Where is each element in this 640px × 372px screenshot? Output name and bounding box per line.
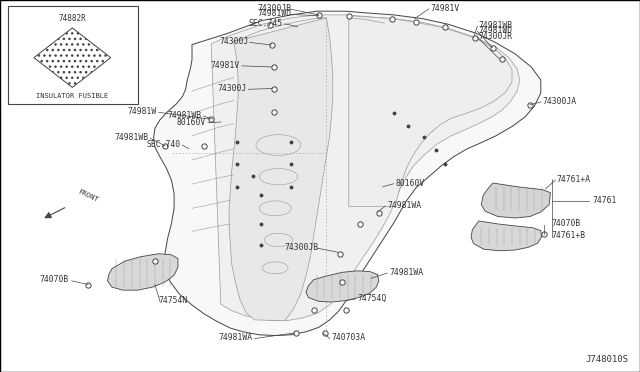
Text: 80160V: 80160V: [396, 179, 425, 187]
Text: 74981WA: 74981WA: [387, 201, 421, 210]
Text: 740703A: 740703A: [332, 333, 365, 342]
Polygon shape: [306, 271, 379, 302]
Polygon shape: [108, 254, 178, 290]
Polygon shape: [154, 11, 541, 336]
Text: 74300JR: 74300JR: [479, 32, 513, 41]
Text: 74761+A: 74761+A: [557, 175, 591, 184]
Text: 74300J: 74300J: [219, 37, 248, 46]
Polygon shape: [229, 18, 333, 321]
Text: 74070B: 74070B: [552, 219, 581, 228]
Text: 74981WA: 74981WA: [389, 268, 423, 277]
Text: SEC.740: SEC.740: [147, 140, 180, 149]
Polygon shape: [349, 16, 512, 206]
Text: 74981WB: 74981WB: [168, 111, 202, 120]
Text: 74981WB: 74981WB: [115, 133, 148, 142]
Text: INSULATOR FUSIBLE: INSULATOR FUSIBLE: [36, 93, 108, 99]
Text: 74882R: 74882R: [58, 14, 86, 23]
Polygon shape: [471, 221, 541, 251]
Text: 74981V: 74981V: [430, 4, 460, 13]
Text: 74300JB: 74300JB: [257, 4, 291, 13]
Polygon shape: [481, 183, 550, 218]
Text: 74300JB: 74300JB: [285, 243, 319, 252]
Text: 74981WD: 74981WD: [479, 26, 513, 35]
Text: 80160V: 80160V: [177, 118, 206, 126]
Text: 74070B: 74070B: [40, 275, 69, 284]
Polygon shape: [34, 28, 111, 87]
Text: SEC.745: SEC.745: [249, 19, 283, 28]
Text: 74300J: 74300J: [217, 84, 246, 93]
Text: 74761: 74761: [592, 196, 616, 205]
Text: J748010S: J748010S: [586, 355, 628, 364]
Text: 74754Q: 74754Q: [357, 294, 387, 303]
Polygon shape: [211, 15, 520, 321]
Bar: [8, 6, 138, 104]
Text: 74981V: 74981V: [211, 61, 240, 70]
Text: 74981WD: 74981WD: [257, 9, 291, 18]
Text: 74754N: 74754N: [159, 296, 188, 305]
Text: 74300JA: 74300JA: [543, 97, 577, 106]
Text: FRONT: FRONT: [77, 188, 99, 203]
Text: 74981WB: 74981WB: [479, 21, 513, 30]
Text: 74981WA: 74981WA: [219, 333, 253, 342]
Text: 74981W: 74981W: [127, 107, 157, 116]
Text: 74761+B: 74761+B: [552, 231, 586, 240]
